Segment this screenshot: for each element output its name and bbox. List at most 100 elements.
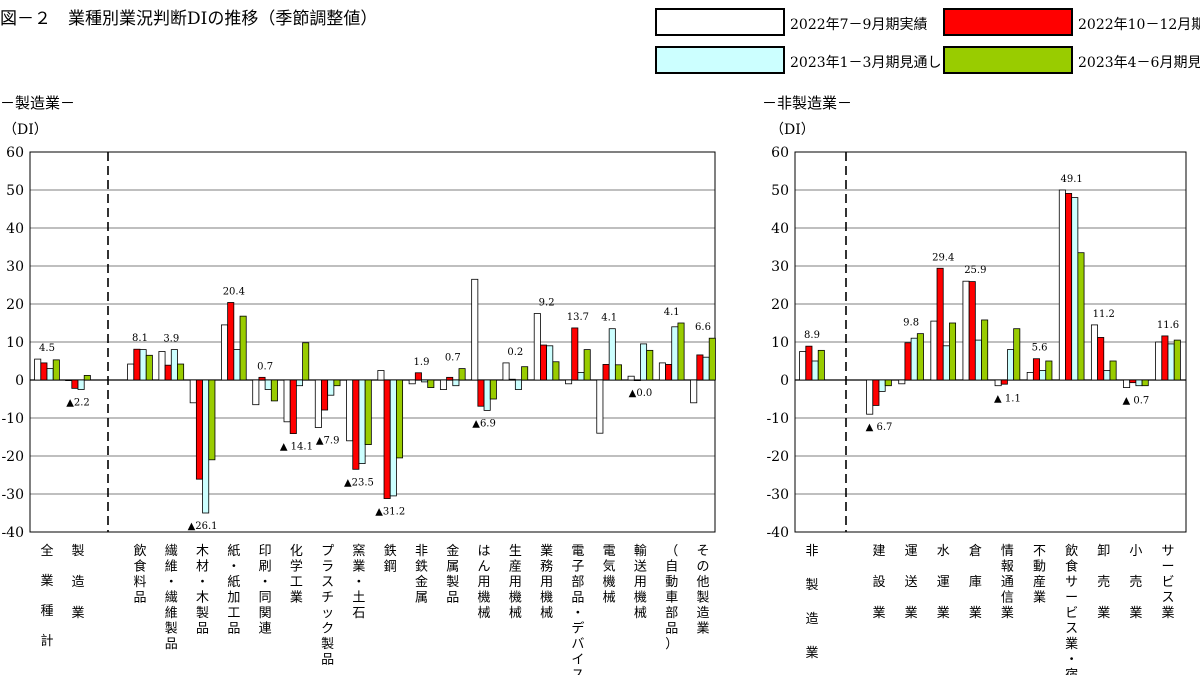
mfg-bar	[596, 379, 604, 434]
mfg-bar	[427, 379, 435, 388]
legend-swatch-2022-q4	[943, 8, 1073, 36]
nonmfg-bar	[817, 349, 825, 381]
mfg-data-label: 1.9	[414, 357, 430, 368]
mfg-data-label: 6.6	[695, 322, 711, 333]
legend-label-2022-q3: 2022年7－9月期実績	[790, 17, 928, 33]
mfg-data-label: ▲2.2	[66, 398, 90, 409]
mfg-bar	[77, 379, 85, 390]
mfg-category-label: その他製造業	[696, 544, 709, 637]
mfg-bar	[471, 278, 479, 381]
mfg-bar	[477, 379, 485, 407]
mfg-category-label: はん用機械	[478, 544, 491, 621]
mfg-bar	[583, 349, 591, 381]
mfg-ytick-label: 60	[6, 145, 24, 161]
mfg-category-label: 繊維・繊維製品	[165, 543, 178, 652]
mfg-ytick-label: 0	[15, 373, 24, 389]
legend-label-2023-q2: 2023年4－6月期見通し	[1078, 55, 1200, 71]
mfg-data-label: 20.4	[223, 286, 245, 297]
nonmfg-bar	[898, 379, 906, 385]
legend-swatch-2023-q1	[655, 46, 785, 74]
mfg-bar	[52, 359, 60, 381]
mfg-bar	[383, 379, 391, 499]
mfg-data-label: ▲26.1	[188, 521, 218, 532]
mfg-category-label: 木材・木製品	[196, 544, 209, 637]
nonmfg-bar	[968, 281, 976, 381]
nonmfg-bar	[1032, 358, 1040, 381]
nonmfg-bar	[1103, 370, 1111, 381]
nonmfg-data-label: ▲ 1.1	[994, 394, 1021, 405]
mfg-bar	[439, 379, 447, 390]
nonmfg-bar	[1155, 341, 1163, 381]
mfg-bar	[452, 379, 460, 387]
mfg-data-label: 8.1	[132, 333, 148, 344]
mfg-ytick-label: -30	[1, 487, 24, 503]
nonmfg-ytick-label: 50	[771, 183, 789, 199]
nonmfg-ytick-label: 30	[771, 259, 789, 275]
mfg-category-label: 非鉄金属	[415, 544, 428, 606]
mfg-bar	[396, 379, 404, 459]
mfg-bar	[364, 379, 372, 445]
mfg-bar	[696, 354, 704, 381]
mfg-bar	[71, 379, 79, 389]
mfg-bar	[665, 364, 673, 381]
nonmfg-bar	[949, 322, 957, 381]
nonmfg-bar	[1045, 360, 1053, 381]
legend-label-2023-q1: 2023年1－3月期見通し	[790, 55, 942, 71]
mfg-ylabel: （DI）	[3, 122, 48, 138]
nonmfg-plot-frame	[794, 151, 1187, 533]
nonmfg-ytick-label: -30	[766, 487, 789, 503]
mfg-bar	[602, 364, 610, 381]
nonmfg-bar	[1071, 197, 1079, 381]
mfg-bar	[414, 372, 422, 381]
nonmfg-bar	[1173, 339, 1181, 381]
nonmfg-bar	[1077, 252, 1085, 381]
nonmfg-bar	[942, 345, 950, 381]
mfg-bar	[145, 354, 153, 381]
mfg-bar	[65, 379, 73, 382]
mfg-bar	[633, 379, 641, 382]
nonmfg-bar	[981, 319, 989, 381]
mfg-ytick-label: -20	[1, 449, 24, 465]
mfg-category-label: 業務用機械	[540, 543, 553, 621]
mfg-bar	[640, 343, 648, 381]
nonmfg-ylabel: （DI）	[770, 122, 815, 138]
mfg-bar	[389, 379, 397, 497]
nonmfg-ytick-label: 40	[771, 221, 789, 237]
nonmfg-category-label: 情報通信業	[1001, 544, 1014, 621]
mfg-bar	[158, 351, 166, 381]
mfg-bar	[702, 356, 710, 381]
nonmfg-bar	[1097, 337, 1105, 381]
mfg-bar	[565, 379, 573, 385]
nonmfg-bar	[910, 337, 918, 381]
mfg-ytick-label: -40	[1, 525, 24, 541]
mfg-category-label: 製造業	[71, 544, 84, 621]
nonmfg-bar	[1135, 379, 1143, 387]
mfg-bar	[34, 358, 42, 381]
mfg-bar	[177, 363, 185, 381]
mfg-bar	[227, 302, 235, 381]
mfg-category-label: 生産用機械	[509, 544, 522, 621]
mfg-bar	[221, 324, 229, 381]
nonmfg-bar	[1007, 349, 1015, 381]
nonmfg-category-label: サービス業	[1161, 544, 1174, 621]
mfg-bar	[577, 371, 585, 381]
nonmfg-bar	[936, 267, 944, 381]
mfg-category-label: 輸送用機械	[634, 544, 647, 621]
mfg-bar	[302, 342, 310, 381]
nonmfg-ytick-label: -40	[766, 525, 789, 541]
mfg-bar	[321, 379, 329, 411]
mfg-bar	[552, 361, 560, 381]
mfg-bar	[170, 349, 178, 381]
mfg-ytick-label: 10	[6, 335, 24, 351]
mfg-category-label: 電子部品・デバイス	[571, 544, 584, 675]
nonmfg-bar	[811, 360, 819, 381]
nonmfg-bar	[1167, 343, 1175, 381]
mfg-data-label: ▲ 14.1	[280, 442, 313, 453]
mfg-category-label: 印刷・同関連	[259, 544, 272, 637]
mfg-bar	[252, 379, 260, 406]
mfg-bar	[540, 344, 548, 381]
nonmfg-bar	[1129, 379, 1137, 384]
mfg-bar	[614, 364, 622, 381]
mfg-bar	[346, 379, 354, 442]
